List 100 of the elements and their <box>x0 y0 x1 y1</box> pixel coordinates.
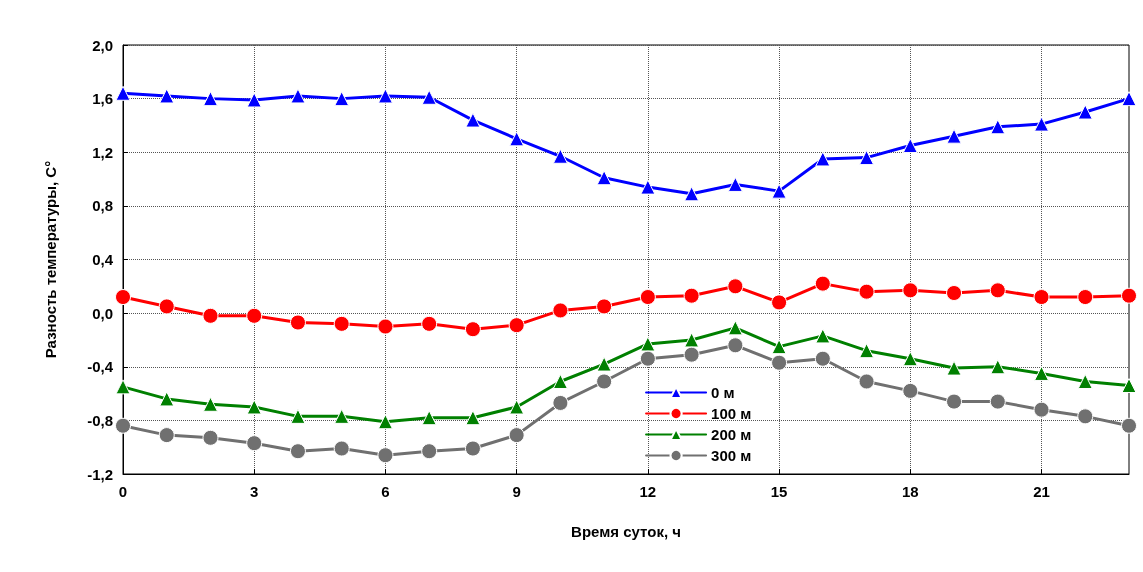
point <box>158 427 175 444</box>
y-tick-label: 0,0 <box>92 304 113 322</box>
point <box>159 88 175 104</box>
point <box>158 298 175 315</box>
point <box>771 339 787 355</box>
point <box>814 275 831 292</box>
point <box>334 408 350 424</box>
point <box>902 382 919 399</box>
y-tick-label: 0,8 <box>92 197 113 215</box>
point <box>115 379 131 395</box>
point <box>1034 116 1050 132</box>
point <box>552 302 569 319</box>
point <box>202 91 218 107</box>
point <box>464 440 481 457</box>
point <box>640 336 656 352</box>
point <box>115 289 131 306</box>
point <box>1033 401 1050 418</box>
point <box>552 148 568 164</box>
x-tick-label: 3 <box>250 483 259 500</box>
x-tick-label: 18 <box>901 483 919 500</box>
point <box>902 282 919 299</box>
point <box>727 320 743 336</box>
point <box>552 374 568 389</box>
point <box>290 88 306 104</box>
point <box>639 289 656 306</box>
x-tick-label: 9 <box>512 483 521 500</box>
point <box>246 435 263 452</box>
y-tick-label: 1,2 <box>92 143 113 161</box>
point <box>465 410 481 426</box>
point <box>815 328 831 344</box>
x-axis-title: Время суток, ч <box>571 523 681 540</box>
point <box>333 315 350 332</box>
x-tick-label: 15 <box>770 483 788 500</box>
point <box>509 399 525 415</box>
point <box>989 282 1006 299</box>
point <box>815 151 831 167</box>
legend-label: 100 м <box>711 405 752 422</box>
point <box>202 307 219 324</box>
point <box>421 443 438 460</box>
point <box>509 131 525 147</box>
point <box>683 346 700 363</box>
point <box>684 186 700 202</box>
point <box>727 278 744 295</box>
point <box>508 427 525 444</box>
point <box>1121 417 1137 434</box>
point <box>1121 378 1137 394</box>
point <box>771 183 787 199</box>
point <box>202 429 219 446</box>
point <box>1121 91 1137 107</box>
point <box>684 332 700 348</box>
point <box>115 417 131 434</box>
point <box>377 414 393 430</box>
point <box>552 394 569 411</box>
y-tick-label: -1,2 <box>87 465 113 483</box>
point <box>115 85 131 101</box>
point <box>246 92 262 108</box>
point <box>421 315 438 332</box>
point <box>858 373 875 390</box>
point <box>946 360 962 376</box>
legend-label: 0 м <box>711 384 735 401</box>
point <box>1121 287 1137 304</box>
x-tick-label: 0 <box>118 483 128 500</box>
point <box>989 393 1006 410</box>
point <box>902 351 918 367</box>
point <box>465 112 481 128</box>
point <box>202 396 218 412</box>
point <box>290 408 306 424</box>
point <box>990 119 1006 135</box>
point <box>946 285 963 302</box>
point <box>771 294 788 311</box>
point <box>334 91 350 107</box>
point <box>858 283 875 300</box>
point <box>596 356 612 372</box>
y-tick-label: 1,6 <box>92 90 113 108</box>
point <box>902 138 918 154</box>
point <box>508 317 525 334</box>
point <box>464 321 481 338</box>
point <box>990 359 1006 375</box>
point <box>1034 365 1050 381</box>
point <box>289 443 306 460</box>
point <box>683 287 700 304</box>
point <box>1077 104 1093 120</box>
point <box>771 354 788 371</box>
point <box>596 170 612 186</box>
legend-label: 300 м <box>711 447 752 464</box>
x-tick-label: 12 <box>639 483 657 500</box>
point <box>639 350 656 367</box>
point <box>159 391 175 407</box>
y-tick-label: -0,8 <box>87 411 113 429</box>
point <box>333 440 350 457</box>
y-tick-label: -0,4 <box>87 358 114 376</box>
y-axis-title: Разность температуры, С° <box>42 160 59 359</box>
x-tick-label: 21 <box>1033 483 1050 500</box>
point <box>377 88 393 104</box>
y-tick-label: 2,0 <box>92 36 113 54</box>
point <box>246 399 262 415</box>
point <box>946 128 962 144</box>
x-tick-label: 6 <box>381 483 390 500</box>
point <box>246 307 263 324</box>
point <box>727 176 743 192</box>
